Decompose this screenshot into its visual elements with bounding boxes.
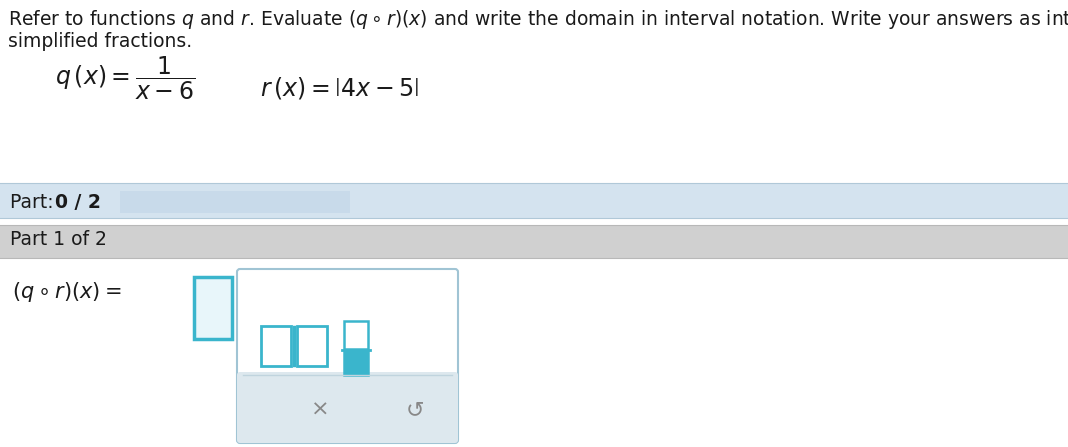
Text: $(q \circ r)(x) = $: $(q \circ r)(x) = $	[12, 280, 122, 304]
FancyBboxPatch shape	[261, 326, 290, 366]
Text: ↺: ↺	[406, 400, 424, 420]
FancyBboxPatch shape	[344, 351, 368, 375]
Text: $q\,(x) = \dfrac{1}{x-6}$: $q\,(x) = \dfrac{1}{x-6}$	[54, 55, 195, 102]
Text: Refer to functions $q$ and $r$. Evaluate $(q \circ r)(x)$ and write the domain i: Refer to functions $q$ and $r$. Evaluate…	[7, 8, 1068, 31]
Text: simplified fractions.: simplified fractions.	[7, 32, 192, 51]
Text: Part:: Part:	[10, 193, 60, 212]
Bar	[120, 191, 350, 213]
Text: Part 1 of 2: Part 1 of 2	[10, 230, 107, 249]
Bar	[244, 375, 452, 440]
Text: ×: ×	[311, 400, 329, 420]
FancyBboxPatch shape	[194, 277, 232, 339]
Bar	[0, 258, 1068, 447]
FancyBboxPatch shape	[344, 321, 368, 349]
Text: $r\,(x) = \left|4x-5\right|$: $r\,(x) = \left|4x-5\right|$	[260, 75, 420, 101]
Bar	[0, 183, 1068, 218]
FancyBboxPatch shape	[297, 326, 327, 366]
FancyBboxPatch shape	[237, 372, 458, 443]
Text: 0 / 2: 0 / 2	[54, 193, 100, 212]
FancyBboxPatch shape	[237, 269, 458, 443]
Bar	[0, 225, 1068, 258]
